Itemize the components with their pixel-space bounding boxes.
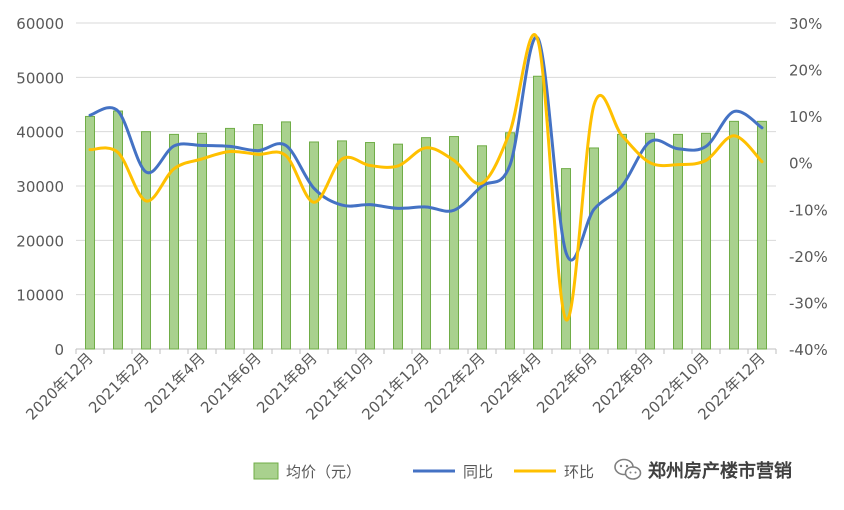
bar-avg-price [253,124,263,350]
y-right-tick-label: 20% [789,62,822,80]
line-yoy-series [88,35,764,262]
bar-avg-price [673,133,683,350]
y-left-tick-label: 60000 [16,15,64,33]
bar-avg-price [701,132,711,350]
legend: 均价（元） 同比 环比 [253,462,594,481]
y-right-tick-label: 10% [789,108,822,126]
wechat-icon [614,458,642,480]
watermark: 郑州房产楼市营销 [614,458,792,482]
bar-avg-price [645,132,655,350]
bar-avg-price [477,145,487,350]
y-left-tick-label: 0 [54,341,64,359]
bar-avg-price [589,147,599,350]
x-tick-label: 2020年12月 [22,349,96,423]
bar-avg-price [421,137,431,350]
bar-avg-price [197,132,207,350]
y-left-tick-label: 40000 [16,124,64,142]
y-right-tick-label: 0% [789,155,813,173]
y-right-tick-label: -40% [789,341,828,359]
bar-avg-price [617,133,627,350]
bar-avg-price [337,140,347,350]
y-right-tick-label: -10% [789,201,828,219]
line-mom-series [88,33,764,322]
bar-avg-price [309,141,319,350]
legend-label-mom: 环比 [564,463,594,481]
bar-avg-price [729,120,739,350]
bar-layer [85,75,767,350]
watermark-text: 郑州房产楼市营销 [648,460,792,482]
bar-avg-price [141,131,151,350]
legend-swatch-price [253,462,279,480]
bar-avg-price [113,110,123,350]
bar-avg-price [225,127,235,350]
bar-avg-price [169,133,179,350]
line-layer [88,33,764,322]
bar-avg-price [365,142,375,350]
bar-avg-price [85,115,95,350]
y-left-tick-label: 20000 [16,232,64,250]
bar-avg-price [449,136,459,350]
bar-avg-price [281,121,291,350]
y-left-tick-label: 10000 [16,287,64,305]
legend-label-price: 均价（元） [286,463,361,481]
y-right-tick-label: -20% [789,248,828,266]
y-left-tick-label: 30000 [16,178,64,196]
bar-avg-price [757,120,767,350]
y-left-tick-label: 50000 [16,69,64,87]
bar-avg-price [533,75,543,350]
y-right-tick-label: -30% [789,294,828,312]
legend-label-yoy: 同比 [463,463,493,481]
bar-avg-price [393,143,403,350]
y-right-tick-label: 30% [789,15,822,33]
